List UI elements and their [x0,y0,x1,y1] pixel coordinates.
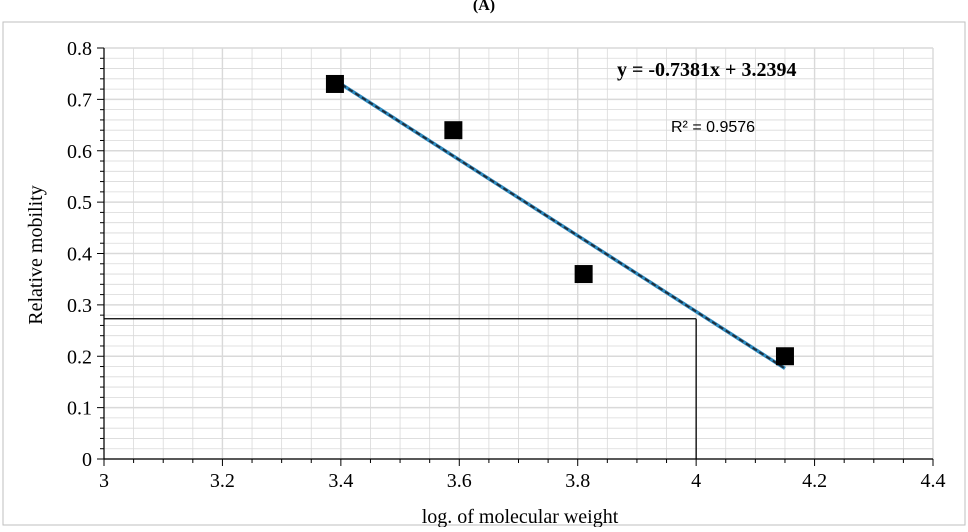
r-squared-label: R² = 0.9576 [671,119,755,136]
reference-lines [104,318,697,459]
trendline-layer [333,78,786,370]
x-tick-label: 4.2 [802,470,827,492]
x-tick-label: 4 [691,470,701,492]
y-tick-label: 0.1 [67,398,92,420]
x-tick-label: 3.2 [210,470,235,492]
x-tick-label: 4.4 [921,470,946,492]
data-point [444,121,463,140]
y-axis-title: Relative mobility [25,185,47,324]
x-tick-label: 3 [99,470,109,492]
data-point [325,74,344,93]
chart-border [2,21,966,526]
data-point [775,347,794,366]
y-tick-label: 0.3 [67,295,92,317]
axes [97,47,934,466]
x-tick-label: 3.8 [565,470,590,492]
data-points [325,74,794,366]
y-tick-label: 0.8 [67,38,92,60]
x-tick-label: 3.4 [328,470,353,492]
y-tick-label: 0.2 [67,346,92,368]
trendline-equation: y = -0.7381x + 3.2394 [617,59,796,81]
panel-label: (A) [473,0,495,14]
x-tick-label: 3.6 [447,470,472,492]
x-axis-title: log. of molecular weight [422,506,619,527]
y-tick-label: 0.7 [67,89,92,111]
grid-layer [103,47,934,460]
trendline-dash [334,79,786,370]
data-point [574,265,593,284]
y-tick-label: 0.6 [67,141,92,163]
y-tick-label: 0 [82,449,92,471]
y-tick-label: 0.5 [67,192,92,214]
tick-labels: 3 3.2 3.4 3.6 3.8 4 4.2 4.4 0 0.1 0.2 0.3 0.4 0.5 0.6 0… [67,38,946,492]
y-tick-label: 0.4 [67,244,92,266]
